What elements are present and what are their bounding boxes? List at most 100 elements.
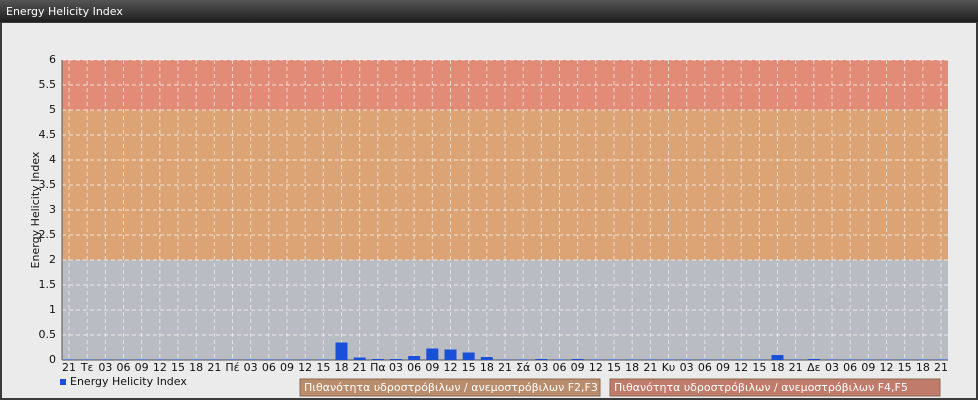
x-tick-label: 21 (789, 361, 803, 374)
bar (771, 355, 784, 360)
bar (444, 349, 457, 360)
bar (353, 357, 366, 360)
bar (844, 359, 857, 360)
x-tick-label: 15 (607, 361, 621, 374)
x-tick-label: 18 (771, 361, 785, 374)
bar (281, 359, 293, 360)
x-tick-label: 18 (625, 361, 639, 374)
y-tick-label: 3.5 (39, 178, 57, 191)
bar (226, 359, 239, 360)
y-tick-label: 1 (49, 303, 56, 316)
x-tick-label: 21 (498, 361, 512, 374)
bar (862, 359, 875, 360)
bar (153, 359, 166, 360)
bar (299, 359, 312, 360)
bar (553, 359, 566, 360)
x-tick-label: 21 (643, 361, 657, 374)
x-tick-label: 12 (734, 361, 748, 374)
x-tick-label: 09 (280, 361, 294, 374)
bar (662, 359, 675, 360)
bar (390, 359, 402, 360)
x-tick-label: 03 (244, 361, 258, 374)
bar (898, 359, 911, 360)
x-tick-label: Σά (516, 361, 530, 374)
bar (880, 359, 893, 360)
x-tick-label: 21 (353, 361, 367, 374)
y-tick-label: 1.5 (39, 278, 57, 291)
y-tick-label: 5.5 (39, 78, 57, 91)
bar (172, 359, 184, 360)
x-tick-label: Πέ (225, 361, 239, 374)
bar (935, 359, 947, 360)
x-tick-label: 18 (916, 361, 930, 374)
x-tick-label: 15 (462, 361, 476, 374)
x-tick-label: 18 (335, 361, 349, 374)
x-tick-label: 15 (898, 361, 912, 374)
y-axis-label: Energy Helicity Index (29, 151, 42, 268)
x-tick-label: 03 (680, 361, 694, 374)
x-tick-label: 21 (62, 361, 76, 374)
x-tick-label: 09 (425, 361, 439, 374)
bar (680, 359, 693, 360)
x-tick-label: 21 (207, 361, 221, 374)
bar (535, 359, 548, 360)
x-tick-label: 09 (861, 361, 875, 374)
bar (608, 359, 620, 360)
y-tick-label: 4 (49, 153, 56, 166)
bar (753, 359, 766, 360)
legend-swatch (60, 379, 66, 385)
x-tick-label: Πα (370, 361, 386, 374)
bar (317, 359, 330, 360)
x-tick-label: 12 (444, 361, 458, 374)
x-tick-label: 03 (825, 361, 839, 374)
bar (371, 359, 384, 360)
bar (208, 359, 221, 360)
bar (462, 352, 475, 360)
bar (717, 359, 729, 360)
x-tick-label: 09 (571, 361, 585, 374)
bar (589, 359, 602, 360)
bar (117, 359, 130, 360)
x-tick-label: 18 (189, 361, 203, 374)
x-tick-label: 03 (389, 361, 403, 374)
bar (426, 348, 439, 360)
bar (826, 359, 838, 360)
y-tick-label: 4.5 (39, 128, 57, 141)
x-tick-label: Κυ (662, 361, 676, 374)
y-tick-label: 3 (49, 203, 56, 216)
x-tick-label: 18 (480, 361, 494, 374)
y-tick-label: 5 (49, 103, 56, 116)
bar (63, 359, 75, 360)
band-legend-box (299, 378, 601, 397)
x-tick-label: 06 (843, 361, 857, 374)
x-tick-label: 15 (752, 361, 766, 374)
bar (517, 359, 530, 360)
x-tick-label: 12 (298, 361, 312, 374)
y-tick-label: 2 (49, 253, 56, 266)
x-tick-label: 06 (262, 361, 276, 374)
bar (135, 359, 148, 360)
band-legend-label: Πιθανότητα υδροστρόβιλων / ανεμοστρόβιλω… (304, 381, 598, 394)
y-tick-label: 2.5 (39, 228, 57, 241)
x-tick-label: 12 (880, 361, 894, 374)
x-tick-label: 06 (407, 361, 421, 374)
x-tick-label: 21 (934, 361, 948, 374)
x-tick-label: 06 (698, 361, 712, 374)
bar (571, 359, 584, 360)
bar (480, 357, 493, 360)
x-tick-label: 03 (534, 361, 548, 374)
x-tick-label: 06 (117, 361, 131, 374)
bar (644, 359, 657, 360)
title-bar (0, 0, 978, 22)
bar (916, 359, 929, 360)
bar (335, 342, 348, 360)
y-tick-label: 6 (49, 53, 56, 66)
bar (735, 359, 748, 360)
x-tick-label: 15 (171, 361, 185, 374)
bar (244, 359, 257, 360)
x-tick-label: Τε (80, 361, 94, 374)
x-tick-label: 12 (589, 361, 603, 374)
bar (99, 359, 112, 360)
